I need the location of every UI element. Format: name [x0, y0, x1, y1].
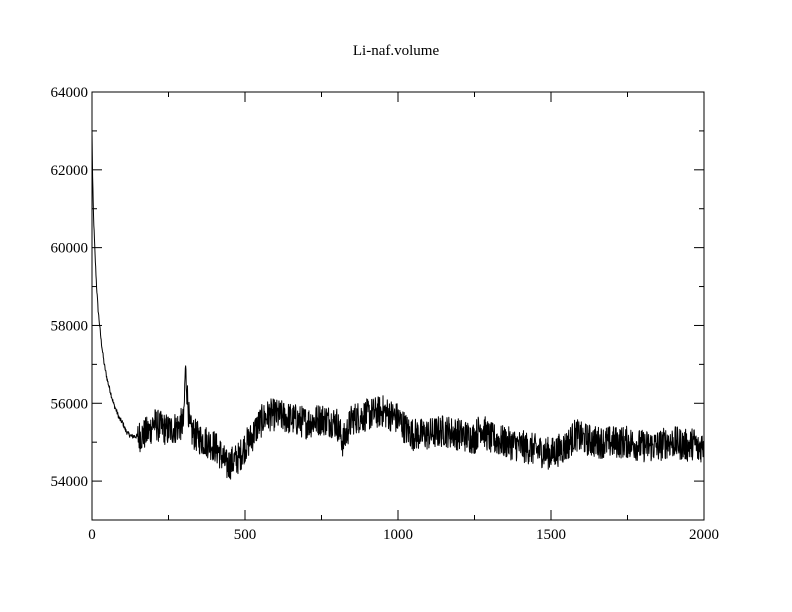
x-tick-label: 2000 [689, 527, 719, 543]
y-tick-label: 54000 [51, 474, 89, 490]
y-tick-label: 56000 [51, 396, 89, 412]
x-tick-label: 0 [88, 527, 96, 543]
y-tick-label: 62000 [51, 163, 89, 179]
y-tick-label: 64000 [51, 85, 89, 101]
x-tick-labels: 0 500 1000 1500 2000 [88, 527, 719, 543]
y-tick-label: 60000 [51, 241, 89, 257]
x-tick-label: 500 [234, 527, 257, 543]
plot-frame [91, 91, 705, 521]
series-line [91, 130, 705, 480]
x-tick-label: 1500 [536, 527, 566, 543]
y-tick-labels: 54000 56000 58000 60000 62000 64000 [51, 85, 89, 490]
axis-ticks [91, 91, 705, 521]
y-tick-label: 58000 [51, 318, 89, 334]
x-tick-label: 1000 [383, 527, 413, 543]
chart-title: Li-naf.volume [353, 43, 440, 59]
